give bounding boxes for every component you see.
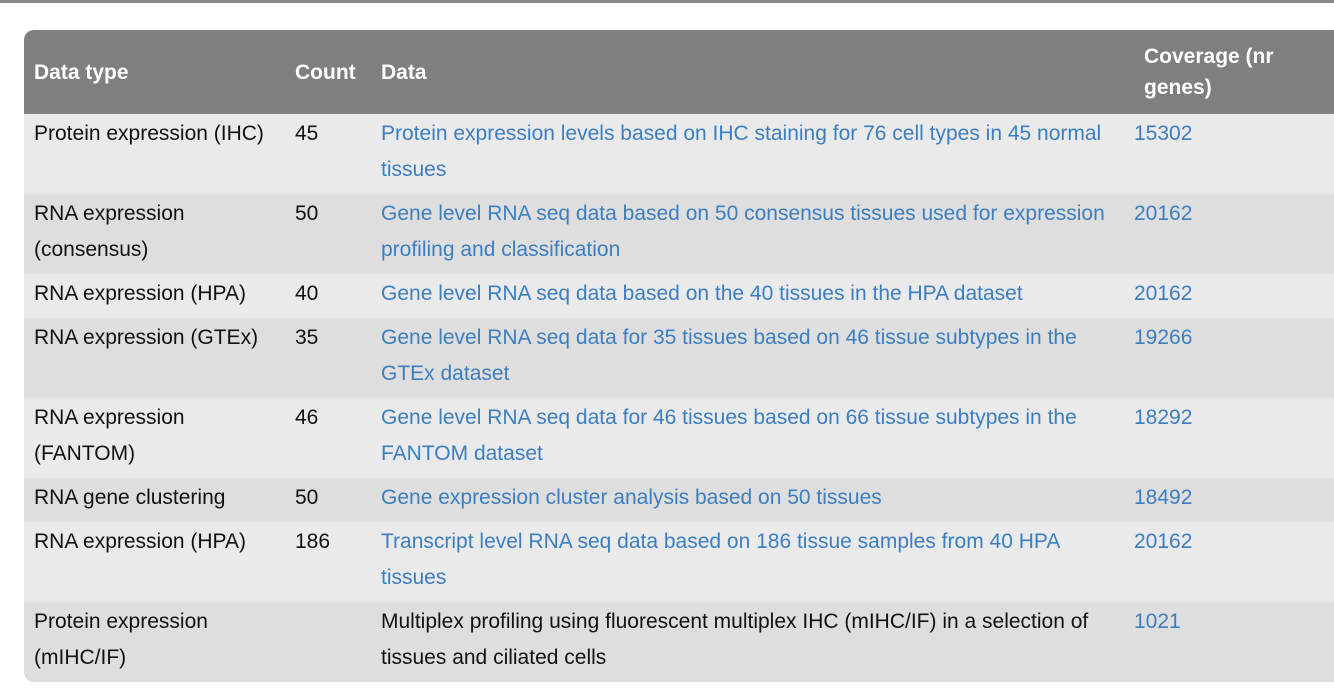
cell-data-type: RNA expression (consensus) — [34, 202, 185, 261]
cell-count — [285, 602, 370, 682]
header-row: Data type Count Data Coverage (nr genes) — [24, 30, 1334, 114]
cell-data: Protein expression levels based on IHC s… — [370, 114, 1134, 194]
coverage-link[interactable]: 18492 — [1134, 486, 1193, 509]
data-link[interactable]: Protein expression levels based on IHC s… — [381, 122, 1102, 181]
cell-data-type: RNA gene clustering — [34, 486, 226, 509]
cell-data-type: RNA expression (HPA) — [34, 282, 247, 305]
table-body: Protein expression (IHC) 45 Protein expres… — [24, 114, 1334, 682]
data-link[interactable]: Gene level RNA seq data based on the 40 … — [381, 282, 1023, 305]
cell-data: Transcript level RNA seq data based on 1… — [370, 522, 1134, 602]
top-divider — [0, 0, 1334, 3]
cell-count: 50 — [295, 486, 319, 509]
data-table: Data type Count Data Coverage (nr genes)… — [24, 30, 1334, 682]
data-link[interactable]: Gene level RNA seq data based on 50 cons… — [381, 202, 1105, 261]
cell-count: 40 — [295, 282, 319, 305]
data-link[interactable]: Transcript level RNA seq data based on 1… — [381, 530, 1060, 589]
coverage-link[interactable]: 15302 — [1134, 122, 1193, 145]
cell-data-type: RNA expression (GTEx) — [34, 326, 259, 349]
cell-coverage: 18492 — [1134, 478, 1334, 522]
cell-data-type: Protein expression (IHC) — [34, 122, 264, 145]
cell-count: 35 — [295, 326, 319, 349]
cell-coverage: 20162 — [1134, 194, 1334, 274]
coverage-link[interactable]: 20162 — [1134, 202, 1193, 225]
table-row: RNA expression (HPA) 186 Transcript level … — [24, 522, 1334, 602]
table-row: Protein expression (mIHC/IF) Multiplex pr… — [24, 602, 1334, 682]
cell-data-type: RNA expression (HPA) — [34, 530, 247, 553]
cell-count: 45 — [295, 122, 319, 145]
data-link[interactable]: Gene level RNA seq data for 35 tissues b… — [381, 326, 1077, 385]
header-data: Data — [381, 60, 427, 84]
cell-count: 186 — [295, 530, 331, 553]
coverage-link[interactable]: 19266 — [1134, 326, 1193, 349]
cell-coverage: 18292 — [1134, 398, 1334, 478]
table-row: RNA expression (FANTOM) 46 Gene level RNA … — [24, 398, 1334, 478]
header-data-type: Data type — [34, 60, 129, 84]
data-table-container: Data type Count Data Coverage (nr genes)… — [24, 30, 1334, 682]
data-link[interactable]: Gene level RNA seq data for 46 tissues b… — [381, 406, 1077, 465]
cell-coverage: 19266 — [1134, 318, 1334, 398]
cell-coverage: 15302 — [1134, 114, 1334, 194]
coverage-link[interactable]: 1021 — [1134, 610, 1181, 633]
cell-count: 46 — [295, 406, 319, 429]
coverage-link[interactable]: 20162 — [1134, 530, 1193, 553]
table-header: Data type Count Data Coverage (nr genes) — [24, 30, 1334, 114]
cell-data-type: Protein expression (mIHC/IF) — [34, 610, 208, 669]
coverage-link[interactable]: 20162 — [1134, 282, 1193, 305]
cell-data-type: RNA expression (FANTOM) — [34, 406, 185, 465]
cell-count: 50 — [295, 202, 319, 225]
coverage-link[interactable]: 18292 — [1134, 406, 1193, 429]
table-row: RNA expression (HPA) 40 Gene level RNA seq… — [24, 274, 1334, 318]
header-coverage: Coverage (nr genes) — [1144, 45, 1274, 99]
table-row: RNA gene clustering 50 Gene expression clu… — [24, 478, 1334, 522]
table-row: RNA expression (GTEx) 35 Gene level RNA se… — [24, 318, 1334, 398]
header-count: Count — [295, 60, 356, 84]
cell-data: Gene level RNA seq data for 35 tissues b… — [370, 318, 1134, 398]
cell-coverage: 1021 — [1134, 602, 1334, 682]
cell-coverage: 20162 — [1134, 274, 1334, 318]
cell-data: Multiplex profiling using fluorescent mu… — [370, 602, 1134, 682]
table-row: Protein expression (IHC) 45 Protein expres… — [24, 114, 1334, 194]
table-row: RNA expression (consensus) 50 Gene level R… — [24, 194, 1334, 274]
data-description: Multiplex profiling using fluorescent mu… — [381, 610, 1089, 669]
cell-data: Gene level RNA seq data for 46 tissues b… — [370, 398, 1134, 478]
cell-data: Gene level RNA seq data based on the 40 … — [370, 274, 1134, 318]
cell-data: Gene expression cluster analysis based o… — [370, 478, 1134, 522]
data-link[interactable]: Gene expression cluster analysis based o… — [381, 486, 882, 509]
cell-data: Gene level RNA seq data based on 50 cons… — [370, 194, 1134, 274]
cell-coverage: 20162 — [1134, 522, 1334, 602]
